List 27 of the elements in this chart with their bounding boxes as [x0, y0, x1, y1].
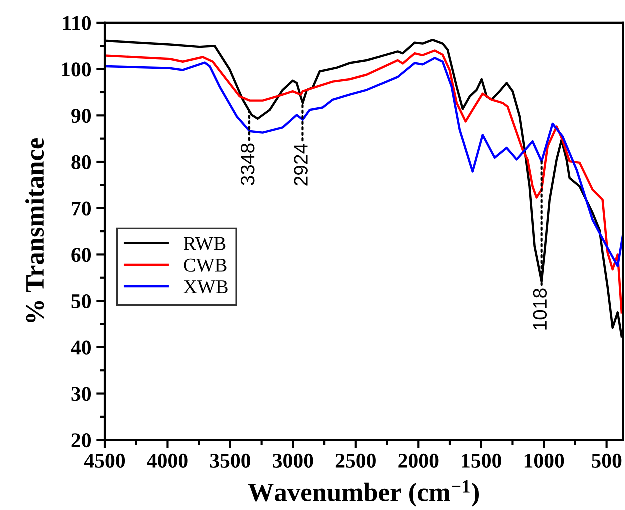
- x-tick-label: 2000: [398, 454, 439, 468]
- annotation: 2924: [294, 144, 308, 186]
- y-tick-label: 100: [62, 62, 92, 77]
- x-tick-label: 4500: [84, 454, 126, 468]
- annotation: 1018: [533, 288, 548, 330]
- y-tick-label: 20: [72, 434, 92, 448]
- x-tick-label: 3000: [273, 454, 314, 468]
- y-tick-label: 70: [72, 202, 92, 216]
- x-tick-label: 3500: [210, 454, 250, 468]
- x-tick-label: 500: [592, 454, 622, 468]
- y-tick-label: 40: [71, 340, 92, 355]
- y-tick-label: 30: [72, 387, 92, 402]
- y-tick-label: 80: [72, 155, 92, 170]
- x-tick-label: 4000: [147, 454, 188, 468]
- y-axis-title: % Transmitance: [26, 138, 44, 323]
- y-tick-label: 60: [72, 248, 92, 262]
- y-tick-label: 110: [63, 16, 92, 30]
- y-tick-label: 90: [72, 109, 92, 124]
- x-tick-label: 2500: [336, 454, 376, 468]
- y-tick-label: 50: [72, 294, 92, 309]
- legend-label: RWB: [184, 237, 226, 250]
- legend-label: CWB: [184, 258, 227, 272]
- annotation: 3348: [240, 144, 255, 186]
- x-axis-title: Wavenumber (cm$^{−1}$): [248, 480, 480, 507]
- x-tick-label: 1000: [524, 454, 564, 468]
- x-tick-label: 1500: [462, 454, 502, 468]
- legend-label: XWB: [184, 280, 228, 294]
